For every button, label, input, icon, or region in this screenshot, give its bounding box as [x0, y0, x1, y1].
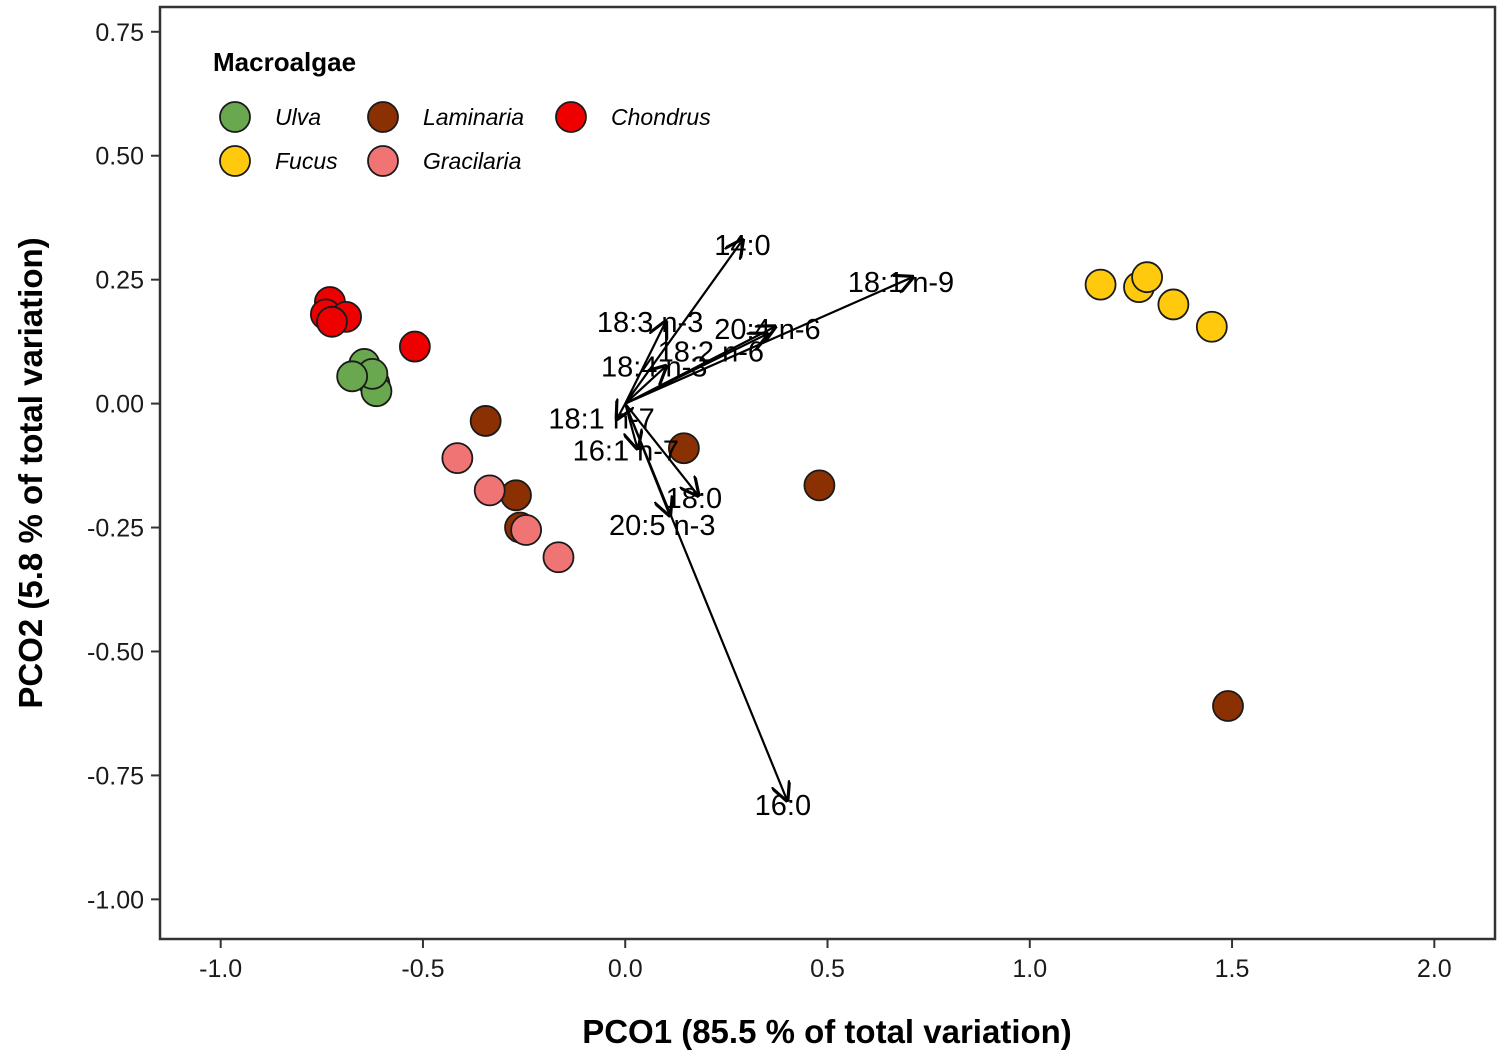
- legend: Macroalgae Ulva Laminaria Chondrus Fucus Gra…: [213, 47, 711, 177]
- vector-arrow: [624, 334, 767, 405]
- point-laminaria: [500, 479, 532, 512]
- fatty-acid-labels: 14:0 18:1 n-9 18:3 n-3 20:4 n-618:2 n-618:4…: [548, 230, 954, 822]
- point-laminaria: [469, 405, 502, 437]
- point-fucus: [1084, 268, 1117, 301]
- point-laminaria: [1212, 690, 1244, 722]
- vector-arrow: [617, 404, 625, 419]
- point-gracilaria: [510, 514, 543, 546]
- legend-label: Chondrus: [611, 104, 711, 130]
- point-fucus: [1131, 261, 1163, 294]
- legend-key-gracilaria: [367, 145, 399, 177]
- point-chondrus: [398, 330, 431, 363]
- vector-label: 18:1 n-7: [548, 403, 654, 435]
- vector-label: 18:3 n-3: [597, 307, 703, 339]
- y-tick-label: -1.00: [87, 886, 144, 914]
- point-ulva: [336, 360, 369, 393]
- legend-label: Ulva: [275, 104, 321, 130]
- point-gracilaria: [542, 541, 575, 574]
- vector-arrow: [624, 402, 698, 496]
- x-tick-label: 0.0: [608, 955, 643, 983]
- vector-label: 16:1 n-7: [573, 436, 679, 468]
- legend-label: Gracilaria: [423, 148, 521, 174]
- y-tick-label: 0.25: [95, 267, 144, 295]
- fatty-acid-vectors: [617, 240, 912, 800]
- point-fucus: [1195, 310, 1228, 343]
- x-tick-label: -1.0: [199, 955, 242, 983]
- point-laminaria: [803, 469, 836, 502]
- x-tick-label: 0.5: [810, 955, 845, 983]
- vector-label: 16:0: [755, 790, 811, 822]
- vector-arrow: [624, 366, 665, 405]
- point-fucus: [1157, 288, 1190, 321]
- point-laminaria: [667, 432, 700, 465]
- x-tick-label: 2.0: [1417, 955, 1452, 983]
- x-tick-label: -0.5: [401, 955, 444, 983]
- legend-key-fucus: [219, 145, 251, 177]
- y-axis: 0.75 0.50 0.25 0.00 -0.25 -0.50 -0.75 -1.00: [87, 19, 160, 914]
- y-axis-title: PCO2 (5.8 % of total variation): [12, 237, 49, 708]
- legend-key-laminaria: [367, 101, 399, 133]
- x-axis-title: PCO1 (85.5 % of total variation): [582, 1013, 1072, 1050]
- y-tick-label: 0.75: [95, 19, 144, 47]
- y-tick-label: 0.00: [95, 391, 144, 419]
- legend-title: Macroalgae: [213, 47, 356, 77]
- legend-key-chondrus: [555, 101, 587, 133]
- vector-label: 14:0: [714, 230, 770, 262]
- x-tick-label: 1.0: [1012, 955, 1047, 983]
- point-gracilaria: [441, 442, 474, 475]
- vector-label: 18:4 n-3: [601, 351, 707, 383]
- vector-arrow: [624, 322, 665, 405]
- y-tick-label: 0.50: [95, 143, 144, 171]
- legend-key-ulva: [219, 101, 251, 133]
- legend-label: Fucus: [275, 148, 338, 174]
- point-chondrus: [316, 305, 348, 338]
- vector-label: 18:1 n-9: [848, 267, 954, 299]
- point-gracilaria: [473, 474, 506, 507]
- sample-points: [309, 261, 1244, 722]
- vector-label: 20:4 n-6: [714, 314, 820, 346]
- vector-label: 20:5 n-3: [609, 510, 715, 542]
- x-axis: -1.0 -0.5 0.0 0.5 1.0 1.5 2.0: [199, 939, 1452, 983]
- y-tick-label: -0.25: [87, 515, 144, 543]
- vector-arrow: [624, 240, 742, 405]
- y-tick-label: -0.75: [87, 762, 144, 790]
- legend-label: Laminaria: [423, 104, 524, 130]
- vector-arrow: [624, 403, 787, 801]
- vector-label: 18:2 n-6: [658, 337, 764, 369]
- vector-label: 18:0: [666, 483, 722, 515]
- x-tick-label: 1.5: [1215, 955, 1250, 983]
- y-tick-label: -0.50: [87, 638, 144, 666]
